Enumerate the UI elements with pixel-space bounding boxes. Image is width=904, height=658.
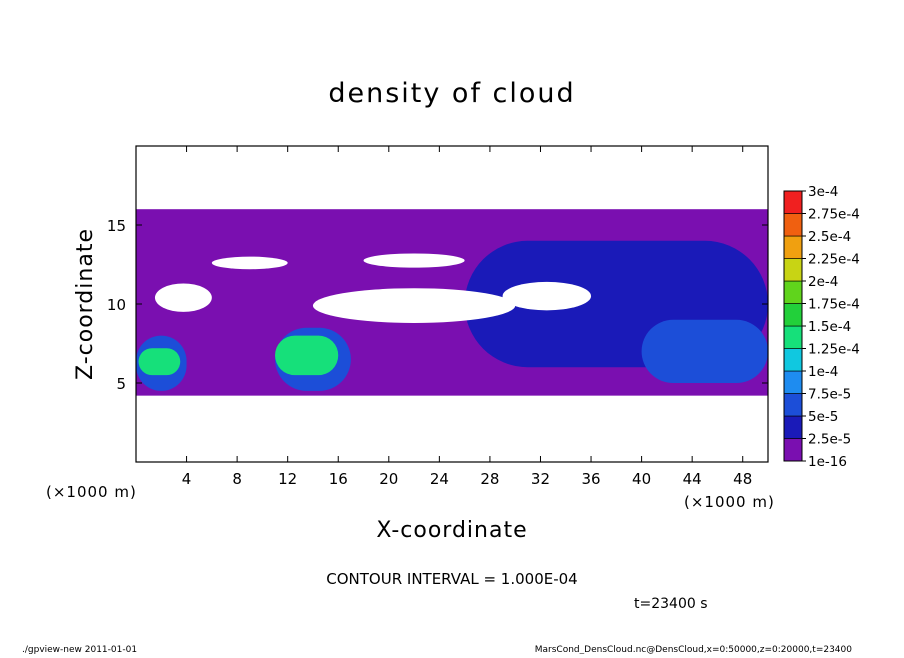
colorbar-label: 1.25e-4 bbox=[808, 342, 860, 358]
colorbar-swatch bbox=[783, 190, 803, 214]
colorbar-swatch bbox=[783, 370, 803, 394]
density-region-5 bbox=[275, 335, 339, 376]
x-axis-ticks: 4 8 12 16 20 24 28 32 36 40 44 48 bbox=[182, 146, 752, 488]
x-tick-label: 28 bbox=[480, 470, 499, 488]
colorbar-label: 2.5e-4 bbox=[808, 229, 851, 245]
cloud-density-fill bbox=[136, 209, 768, 396]
colorbar-swatch bbox=[783, 393, 803, 417]
colorbar-swatch bbox=[783, 213, 803, 237]
colorbar-swatch bbox=[783, 258, 803, 282]
cloud-gap-5 bbox=[211, 256, 288, 270]
x-tick-label: 44 bbox=[683, 470, 702, 488]
colorbar-label: 1.75e-4 bbox=[808, 297, 860, 313]
y-axis-ticks: 5 10 15 bbox=[107, 217, 768, 393]
x-tick-label: 20 bbox=[379, 470, 398, 488]
cloud-gap-1 bbox=[154, 283, 212, 312]
x-tick-label: 24 bbox=[430, 470, 449, 488]
colorbar-label: 2.75e-4 bbox=[808, 207, 860, 223]
colorbar-swatch bbox=[783, 235, 803, 259]
x-axis-label: X-coordinate bbox=[376, 518, 527, 543]
colorbar-label: 1.5e-4 bbox=[808, 319, 851, 335]
colorbar-swatch bbox=[783, 280, 803, 304]
colorbar-swatch bbox=[783, 438, 803, 462]
colorbar: 1e-16 2.5e-5 5e-5 7.5e-5 1e-4 1.25e-4 1.5e-4 1.… bbox=[783, 184, 860, 470]
colorbar-swatch bbox=[783, 348, 803, 372]
colorbar-label: 2.25e-4 bbox=[808, 252, 860, 268]
y-axis-label: Z-coordinate bbox=[73, 228, 98, 380]
x-tick-label: 36 bbox=[581, 470, 600, 488]
cloud-gap-4 bbox=[363, 253, 465, 268]
colorbar-label: 2.5e-5 bbox=[808, 432, 851, 448]
colorbar-label: 5e-5 bbox=[808, 409, 838, 425]
colorbar-swatch bbox=[783, 415, 803, 439]
density-region-7 bbox=[641, 319, 768, 383]
y-tick-label: 15 bbox=[107, 217, 126, 235]
x-tick-label: 48 bbox=[733, 470, 752, 488]
y-tick-label: 10 bbox=[107, 296, 126, 314]
x-unit-left: (×1000 m) bbox=[46, 483, 137, 501]
footer-right: MarsCond_DensCloud.nc@DensCloud,x=0:5000… bbox=[535, 645, 852, 654]
colorbar-label: 1e-4 bbox=[808, 364, 838, 380]
colorbar-swatch bbox=[783, 325, 803, 349]
contour-interval: CONTOUR INTERVAL = 1.000E-04 bbox=[326, 570, 577, 588]
x-unit-right: (×1000 m) bbox=[684, 493, 775, 511]
x-tick-label: 12 bbox=[278, 470, 297, 488]
colorbar-swatch bbox=[783, 303, 803, 327]
x-tick-label: 4 bbox=[182, 470, 192, 488]
cloud-gap-3 bbox=[502, 281, 592, 311]
colorbar-label: 3e-4 bbox=[808, 184, 838, 200]
x-tick-label: 40 bbox=[632, 470, 651, 488]
colorbar-label: 7.5e-5 bbox=[808, 387, 851, 403]
footer-left: ./gpview-new 2011-01-01 bbox=[22, 645, 137, 654]
y-tick-label: 5 bbox=[116, 375, 126, 393]
x-tick-label: 16 bbox=[329, 470, 348, 488]
density-region-3 bbox=[138, 348, 181, 376]
colorbar-label: 2e-4 bbox=[808, 274, 838, 290]
chart-title: density of cloud bbox=[328, 78, 575, 109]
time-label: t=23400 s bbox=[634, 596, 708, 612]
cloud-gap-2 bbox=[312, 288, 516, 323]
x-tick-label: 8 bbox=[232, 470, 242, 488]
x-tick-label: 32 bbox=[531, 470, 550, 488]
colorbar-label: 1e-16 bbox=[808, 454, 847, 470]
